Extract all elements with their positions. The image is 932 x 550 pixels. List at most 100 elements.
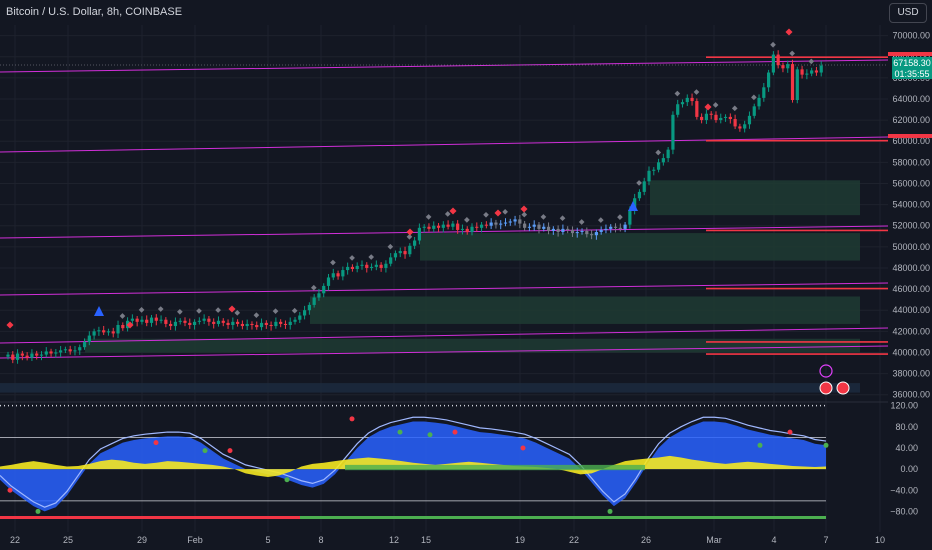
candle-body [800,69,804,75]
trend-bar [0,516,826,519]
candle-body [379,264,383,268]
candle-body [111,331,115,334]
candle-body [599,229,603,233]
candle-body [116,325,120,334]
signal-diamond [425,214,432,220]
candle-body [231,321,235,325]
trend-bar-bear [0,516,300,519]
candle-body [59,350,63,353]
candle-body [20,353,24,356]
signal-diamond [272,308,279,314]
candle-body [532,224,536,227]
candle-body [97,330,101,332]
candle-body [149,317,154,323]
candle-body [604,228,608,230]
candle-body [652,169,656,171]
candle-body [551,228,555,231]
osc-tick-label: 40.00 [895,443,918,453]
candle-body [78,347,82,351]
candle-body [499,223,503,225]
candle-body [676,104,680,115]
signal-diamond [157,306,164,312]
candle-body [346,266,350,271]
candle-body [613,226,618,228]
signal-diamond [636,180,642,186]
time-tick-label: 26 [641,535,651,545]
candle-body [264,322,268,325]
candle-body [766,72,771,88]
candle-body [307,304,311,311]
candle-body [317,293,321,298]
demand-zone [85,338,860,353]
candle-body [173,321,178,327]
buy-signal-triangle [628,201,638,211]
sell-signal-diamond [449,207,457,215]
candle-body [747,115,752,125]
candle-body [102,330,106,333]
candle-body [398,251,402,254]
candle-body [656,162,661,170]
trend-line [0,225,889,239]
candle-body [795,69,799,100]
price-tick-label: 36000.00 [892,390,930,400]
price-tick-label: 68000.00 [892,52,930,62]
candle-body [326,277,331,286]
price-tick-label: 62000.00 [892,115,930,125]
candle-body [590,234,594,236]
signal-diamond [368,254,375,260]
signal-diamond [234,310,241,316]
price-tick-label: 64000.00 [892,94,930,104]
osc-axis-bg [888,402,932,532]
candle-body [255,325,259,328]
signal-diamond [406,233,413,240]
candle-body [633,198,637,210]
red-signal-dot [452,429,458,435]
candle-body [537,224,541,229]
candle-body [302,310,307,316]
candle-body [475,226,479,228]
candle-body [350,266,355,270]
red-signal-dot [227,448,233,454]
candle-body [164,319,168,324]
osc-tick-label: −40.00 [890,485,918,495]
candle-body [35,353,39,356]
candle-body [192,321,197,325]
candle-body [6,354,10,357]
time-tick-label: 15 [421,535,431,545]
currency-button[interactable]: USD [889,3,927,23]
green-signal-dot [757,442,763,448]
candle-body [628,209,632,225]
candle-body [700,116,704,121]
candle-body [245,323,249,327]
candle-body [11,354,15,360]
candle-body [618,227,622,229]
red-signal-dot [153,440,159,446]
red-signal-dot [349,416,355,422]
lightning-icon [819,364,833,378]
candle-body [790,64,795,100]
price-tick-label: 56000.00 [892,178,930,188]
candle-body [585,230,589,235]
red-signal-dot [7,487,13,493]
candle-body [814,70,819,73]
time-tick-label: 7 [823,535,828,545]
candle-body [738,126,742,129]
candle-body [460,228,465,230]
candle-body [188,322,192,325]
candle-body [470,226,474,233]
candle-body [561,228,565,233]
signal-diamond [770,41,776,48]
candle-body [609,226,613,229]
candle-body [728,116,732,120]
sell-signal-diamond [406,228,414,236]
candle-body [757,97,761,107]
trend-line [0,282,889,296]
sell-signal-diamond [494,209,502,217]
sell-signal-diamond [785,28,793,36]
candle-body [369,266,374,268]
candle-body [44,351,48,355]
candle-body [479,224,484,228]
candle-body [743,124,747,129]
price-tick-label: 54000.00 [892,200,930,210]
